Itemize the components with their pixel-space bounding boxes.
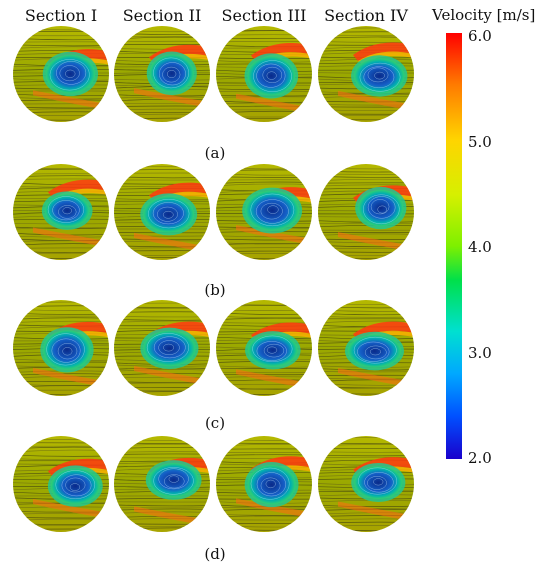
streamline-disc: [114, 436, 210, 532]
colorbar-tick-6: 6.0: [468, 27, 492, 45]
streamline-disc: [318, 436, 414, 532]
row-label-d: (d): [204, 545, 226, 563]
row-label-b: (b): [204, 281, 226, 299]
streamline-disc: [13, 300, 109, 396]
colorbar-tick-5: 5.0: [468, 133, 492, 151]
streamline-disc: [114, 164, 210, 260]
colorbar-tick-4: 4.0: [468, 238, 492, 256]
row-label-a: (a): [204, 144, 226, 162]
section-header-3: Section III: [221, 6, 307, 25]
streamline-disc: [216, 164, 312, 260]
streamline-disc: [318, 300, 414, 396]
streamline-disc: [216, 436, 312, 532]
colorbar: [446, 33, 462, 459]
streamline-disc: [318, 164, 414, 260]
section-header-2: Section II: [122, 6, 202, 25]
colorbar-title: Velocity [m/s]: [432, 6, 536, 24]
streamline-disc: [13, 26, 109, 122]
streamline-disc: [13, 436, 109, 532]
streamline-disc: [216, 300, 312, 396]
colorbar-tick-3: 3.0: [468, 344, 492, 362]
section-header-4: Section IV: [324, 6, 408, 25]
row-label-c: (c): [204, 414, 226, 432]
streamline-disc: [13, 164, 109, 260]
colorbar-tick-2: 2.0: [468, 449, 492, 467]
streamline-disc: [114, 300, 210, 396]
section-header-1: Section I: [24, 6, 98, 25]
streamline-disc: [216, 26, 312, 122]
streamline-disc: [318, 26, 414, 122]
streamline-disc: [114, 26, 210, 122]
